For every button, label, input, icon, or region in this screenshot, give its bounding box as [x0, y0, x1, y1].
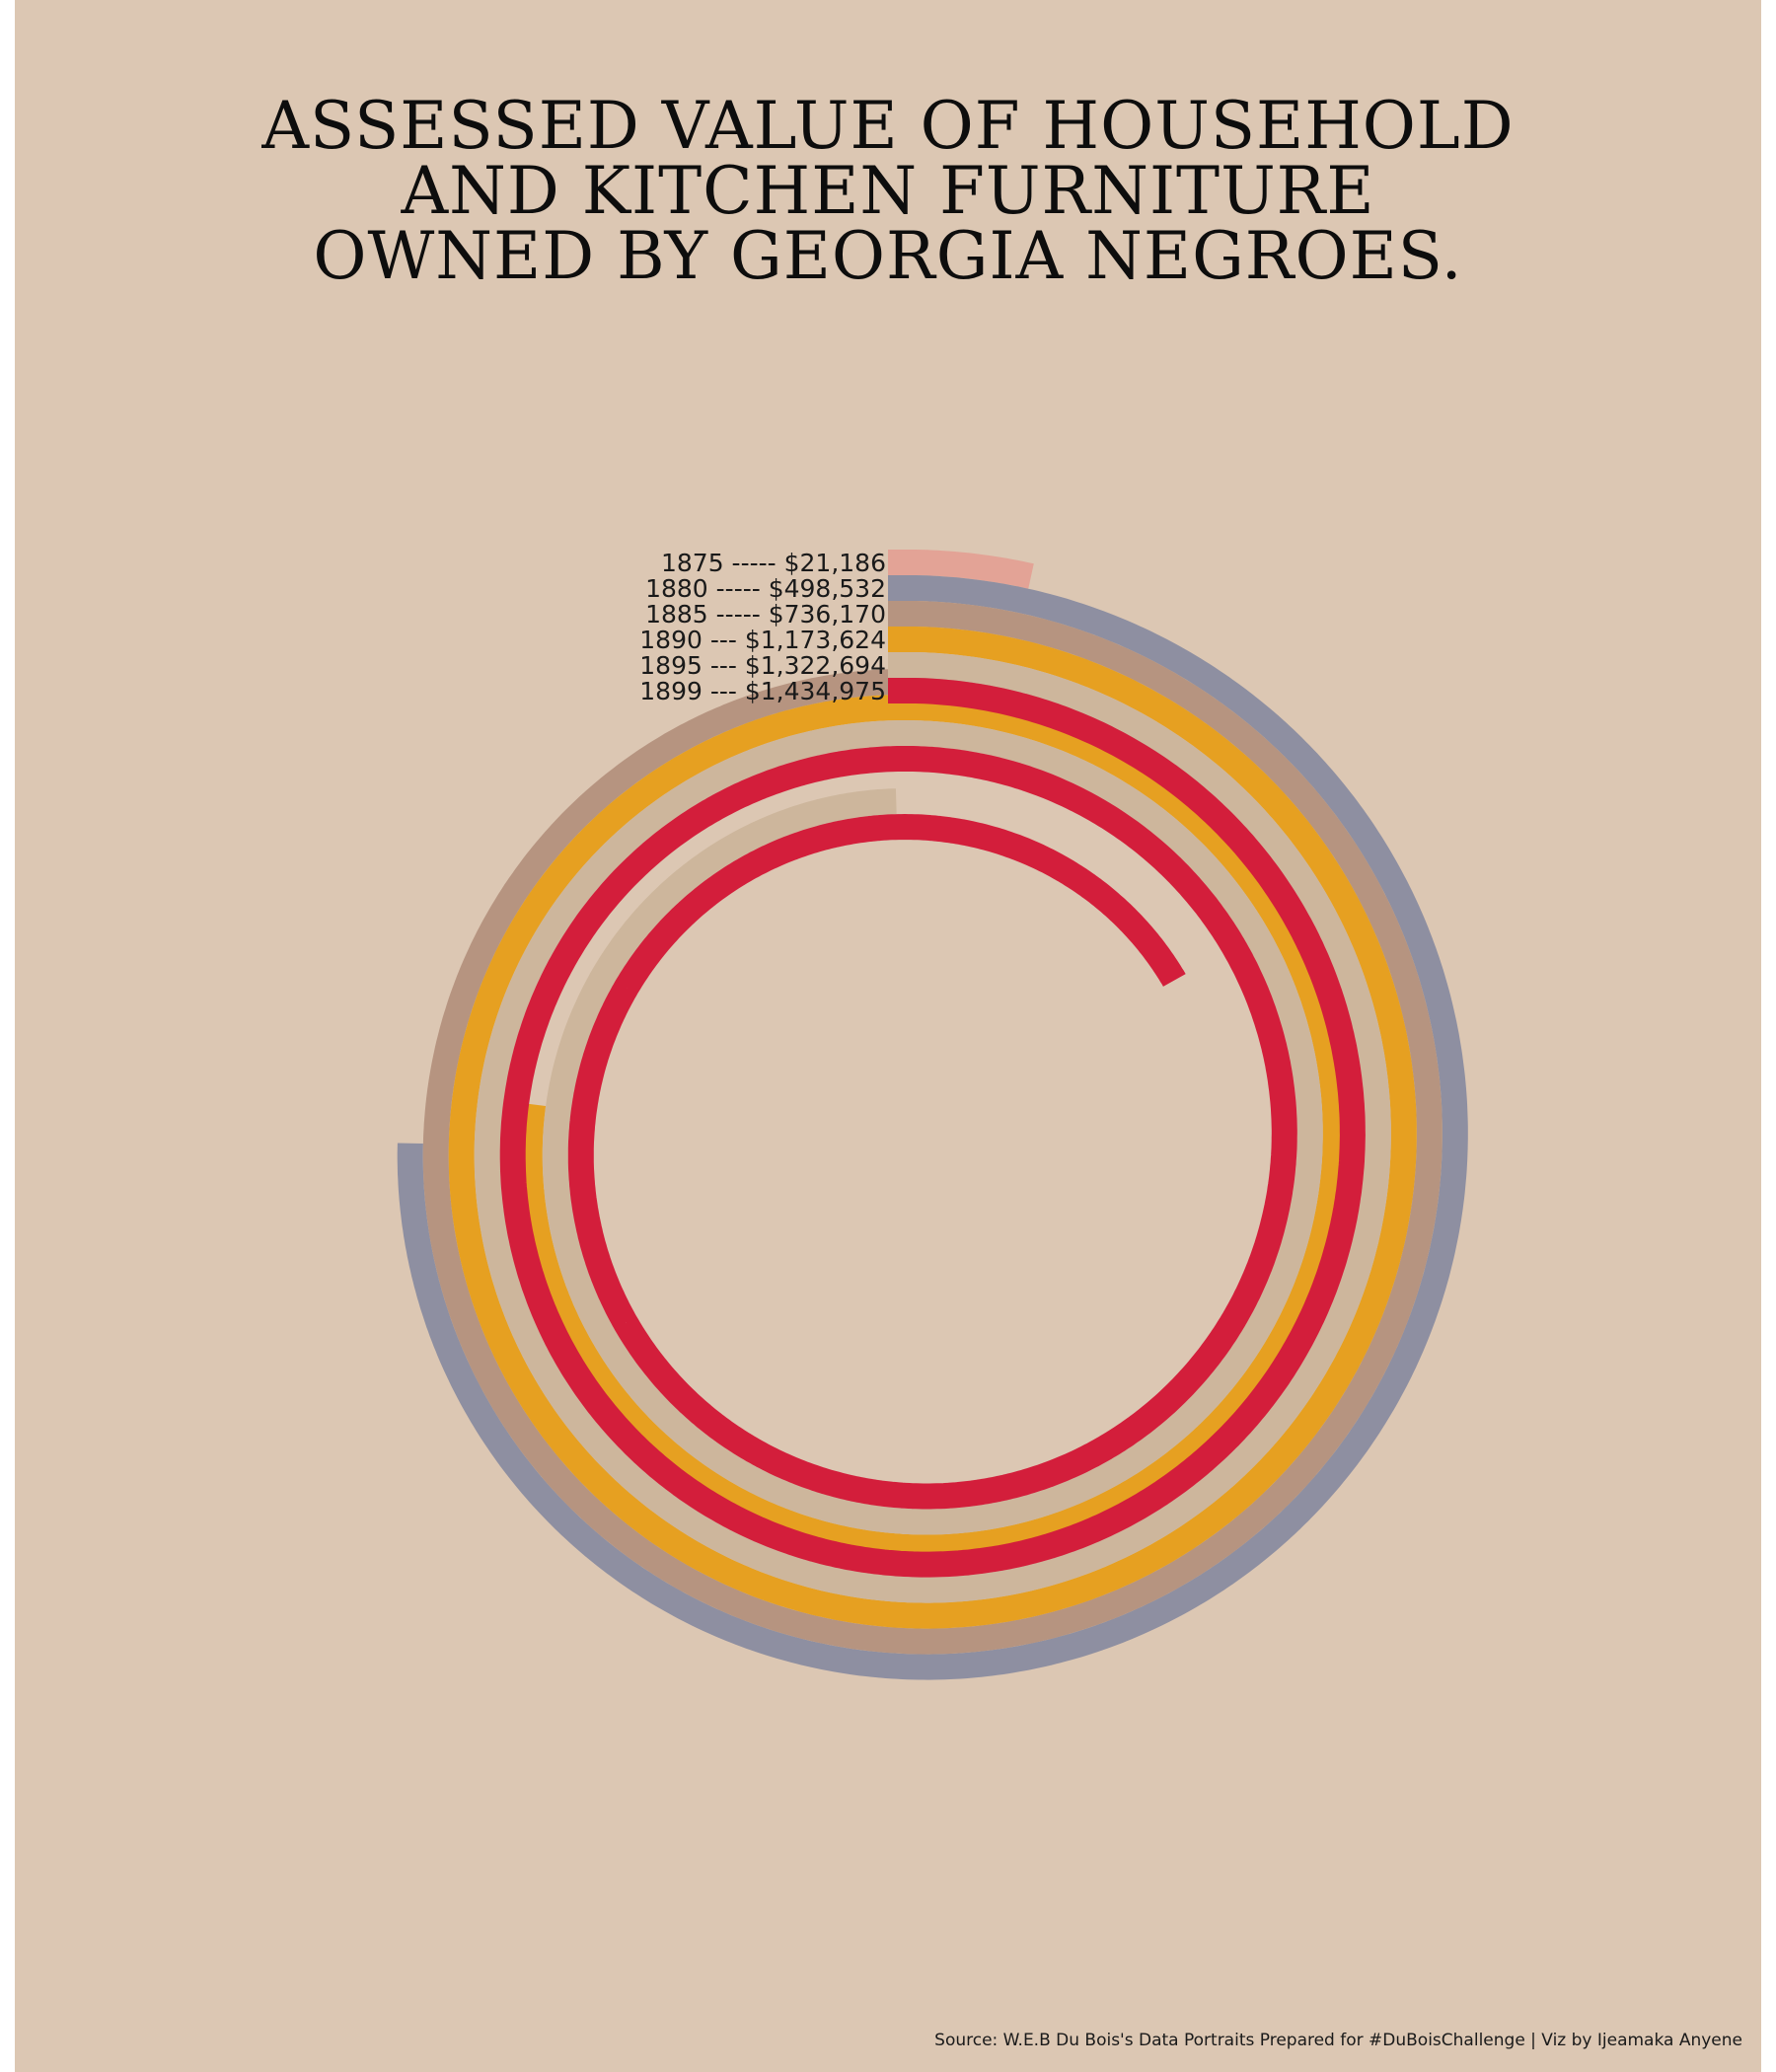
spiral-bar-1885 — [422, 601, 1443, 1655]
title-line-3: OWNED BY GEORGIA NEGROES. — [313, 218, 1463, 294]
legend-label-1899: 1899 --- $1,434,975 — [639, 677, 886, 705]
legend-label-1880: 1880 ----- $498,532 — [645, 574, 886, 603]
chart-title: ASSESSED VALUE OF HOUSEHOLD AND KITCHEN … — [0, 94, 1776, 289]
spiral-bar-1899 — [499, 678, 1366, 1578]
spiral-bar-1895 — [474, 652, 1391, 1603]
chart-background — [15, 0, 1761, 2072]
legend-label-1895: 1895 --- $1,322,694 — [639, 651, 886, 680]
title-line-2: AND KITCHEN FURNITURE — [401, 153, 1375, 229]
legend-label-1890: 1890 --- $1,173,624 — [639, 626, 886, 654]
spiral-arcs — [397, 550, 1468, 1680]
spiral-bar-1875 — [888, 550, 1039, 589]
spiral-bar-1890 — [448, 627, 1417, 1629]
legend-label-1885: 1885 ----- $736,170 — [645, 600, 886, 629]
legend-label-1875: 1875 ----- $21,186 — [661, 549, 886, 577]
spiral-bar-1880 — [397, 575, 1468, 1680]
title-line-1: ASSESSED VALUE OF HOUSEHOLD — [261, 88, 1515, 164]
source-caption: Source: W.E.B Du Bois's Data Portraits P… — [934, 2031, 1742, 2050]
